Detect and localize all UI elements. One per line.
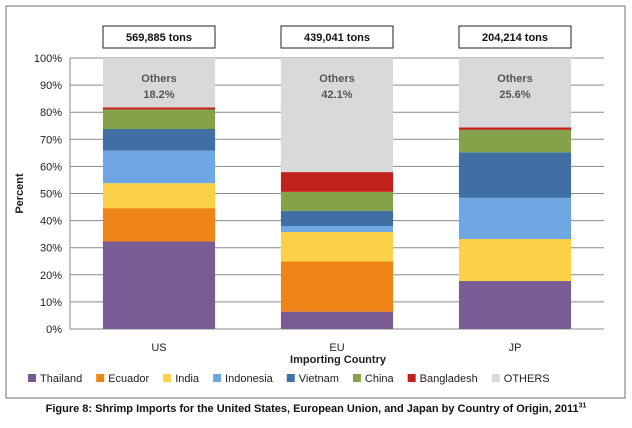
bar-segment-indonesia-us	[102, 150, 216, 184]
stacked-bar-chart: 0% 10% 20% 30% 40% 50% 60% 70% 80% 90% 100% Others 1…	[5, 5, 626, 399]
bar-segment-india-eu	[280, 231, 394, 262]
chart-labels: 0% 10% 20% 30% 40% 50% 60% 70% 80% 90% 100% Others 1…	[14, 25, 572, 366]
bar-segment-bangladesh-jp	[458, 127, 572, 130]
others-label: Others	[497, 73, 532, 85]
bar-segment-vietnam-eu	[280, 210, 394, 227]
y-tick-label: 70%	[40, 134, 62, 146]
legend-swatch-ecuador	[96, 374, 105, 382]
legend-swatch-indonesia	[213, 374, 222, 382]
y-axis-title: Percent	[14, 173, 26, 214]
legend-label-bangladesh: Bangladesh	[420, 373, 478, 385]
bar-segment-ecuador-us	[102, 208, 216, 242]
total-tons-label: 204,214 tons	[482, 32, 548, 44]
caption-text: Figure 8: Shrimp Imports for the United …	[45, 403, 579, 415]
total-tons-label: 439,041 tons	[304, 32, 370, 44]
total-tons-box	[102, 25, 216, 49]
y-tick-label: 80%	[40, 107, 62, 119]
legend: Thailand Ecuador India Indonesia Vietnam Chin…	[28, 373, 550, 385]
bar-segment-india-jp	[458, 239, 572, 282]
legend-swatch-bangladesh	[407, 374, 416, 382]
others-label: Others	[141, 73, 176, 85]
total-tons-label: 569,885 tons	[126, 32, 192, 44]
bar-segment-china-us	[102, 109, 216, 130]
y-tick-label: 100%	[34, 53, 62, 65]
legend-label-vietnam: Vietnam	[299, 373, 339, 385]
legend-swatch-vietnam	[286, 374, 295, 382]
bar-segment-vietnam-jp	[458, 152, 572, 198]
total-tons-box	[280, 25, 394, 49]
bar-segment-bangladesh-us	[102, 107, 216, 110]
legend-label-indonesia: Indonesia	[225, 373, 274, 385]
others-value-label: 18.2%	[143, 89, 174, 101]
y-tick-label: 90%	[40, 80, 62, 92]
legend-swatch-india	[163, 374, 172, 382]
bar-segment-others-jp	[458, 58, 572, 128]
legend-label-thailand: Thailand	[40, 373, 82, 385]
bar-segment-thailand-us	[102, 241, 216, 329]
bar-segment-ecuador-eu	[280, 261, 394, 312]
bar-segment-indonesia-eu	[280, 226, 394, 232]
others-value-label: 42.1%	[321, 89, 352, 101]
x-category-label: US	[151, 342, 166, 354]
legend-label-ecuador: Ecuador	[108, 373, 149, 385]
figure-caption: Figure 8: Shrimp Imports for the United …	[0, 402, 632, 415]
bar-segment-bangladesh-eu	[280, 172, 394, 192]
legend-swatch-thailand	[28, 374, 36, 382]
legend-label-china: China	[365, 373, 395, 385]
y-tick-label: 10%	[40, 297, 62, 309]
total-tons-box	[458, 25, 572, 49]
caption-footnote-ref: 31	[578, 402, 587, 410]
bar-segment-thailand-eu	[280, 311, 394, 329]
bar-segment-china-jp	[458, 129, 572, 153]
bar-segment-china-eu	[280, 191, 394, 211]
y-tick-label: 60%	[40, 161, 62, 173]
y-tick-label: 50%	[40, 189, 62, 201]
others-value-label: 25.6%	[499, 89, 530, 101]
x-category-label: EU	[329, 342, 344, 354]
legend-swatch-china	[352, 374, 361, 382]
bar-segment-others-us	[102, 58, 216, 108]
legend-label-india: India	[175, 373, 200, 385]
bar-segment-indonesia-jp	[458, 197, 572, 240]
y-tick-label: 20%	[40, 270, 62, 282]
bar-segment-vietnam-us	[102, 129, 216, 151]
x-category-label: JP	[509, 342, 522, 354]
legend-swatch-others	[491, 374, 500, 382]
bar-stacks	[102, 58, 572, 329]
bar-segment-india-us	[102, 183, 216, 209]
legend-label-others: OTHERS	[504, 373, 550, 385]
y-tick-label: 30%	[40, 243, 62, 255]
bar-segment-others-eu	[280, 58, 394, 173]
y-tick-label: 0%	[46, 324, 62, 336]
others-label: Others	[319, 73, 354, 85]
bar-segment-thailand-jp	[458, 281, 572, 329]
y-tick-label: 40%	[40, 216, 62, 228]
x-axis-title: Importing Country	[290, 354, 387, 366]
